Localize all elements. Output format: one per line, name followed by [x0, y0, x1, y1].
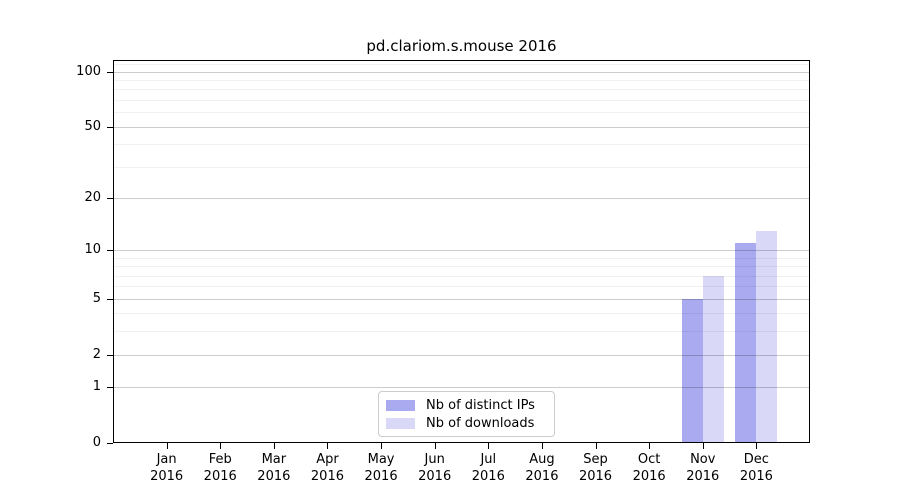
legend-item-distinct-ips: Nb of distinct IPs [386, 398, 546, 413]
y-tick [107, 198, 113, 199]
bar-distinct-ips-dec-2016 [735, 243, 757, 443]
x-tick-label: Sep 2016 [578, 452, 613, 484]
y-tick [107, 443, 113, 444]
y-tick-label: 0 [92, 435, 101, 450]
gridline-minor [113, 166, 810, 168]
y-tick [107, 250, 113, 252]
y-tick [107, 71, 113, 73]
x-tick-label: Jan 2016 [150, 452, 184, 484]
y-tick-label: 2 [92, 346, 101, 362]
x-tick-label: Aug 2016 [525, 452, 559, 484]
gridline-minor [113, 331, 810, 333]
x-tick [488, 443, 490, 449]
gridline-major [113, 126, 810, 128]
gridline-minor [113, 266, 810, 268]
x-tick-label: Jul 2016 [471, 452, 505, 484]
x-tick [649, 443, 651, 449]
y-tick [107, 354, 113, 356]
legend-label-distinct-ips: Nb of distinct IPs [426, 397, 535, 413]
gridline-major [113, 387, 810, 389]
legend: Nb of distinct IPs Nb of downloads [378, 391, 555, 437]
x-tick [166, 443, 168, 449]
gridline-minor [113, 89, 810, 91]
gridline-minor [113, 144, 810, 146]
gridline-minor [113, 112, 810, 114]
x-tick [702, 443, 704, 449]
chart-title: pd.clariom.s.mouse 2016 [366, 37, 557, 55]
y-tick [107, 126, 113, 128]
x-tick-label: Mar 2016 [257, 452, 291, 484]
x-tick-label: Nov 2016 [686, 452, 720, 484]
gridline-major [113, 354, 810, 356]
x-tick [273, 443, 275, 449]
x-tick-label: May 2016 [364, 452, 398, 484]
x-tick [756, 443, 758, 449]
bar-downloads-nov-2016 [702, 275, 724, 443]
y-tick-label: 20 [84, 190, 101, 205]
legend-swatch-distinct-ips [386, 399, 415, 411]
legend-swatch-downloads [386, 417, 415, 429]
gridline-minor [113, 64, 810, 66]
y-tick [107, 298, 113, 300]
x-tick-label: Feb 2016 [203, 452, 237, 484]
legend-item-downloads: Nb of downloads [386, 416, 546, 431]
x-tick-label: Apr 2016 [310, 452, 344, 484]
y-tick-label: 1 [92, 379, 101, 395]
x-tick [381, 443, 383, 449]
plot-area [113, 60, 810, 443]
x-tick-label: Oct 2016 [632, 452, 666, 484]
x-tick [220, 443, 222, 449]
y-tick-label: 5 [92, 290, 101, 306]
x-tick-label: Dec 2016 [739, 452, 773, 484]
bar-downloads-dec-2016 [756, 230, 778, 443]
x-tick [541, 443, 543, 449]
y-tick [107, 387, 113, 389]
gridline-minor [113, 275, 810, 277]
gridline-minor [113, 80, 810, 82]
gridline-major [113, 198, 810, 199]
x-tick [595, 443, 597, 449]
x-tick [434, 443, 436, 449]
bar-distinct-ips-nov-2016 [681, 298, 703, 443]
y-tick-label: 50 [84, 118, 101, 134]
x-tick [327, 443, 329, 449]
y-tick-label: 10 [84, 242, 101, 258]
gridline-minor [113, 313, 810, 315]
gridline-minor [113, 99, 810, 101]
legend-label-downloads: Nb of downloads [426, 415, 535, 431]
gridline-major [113, 71, 810, 73]
gridline-minor [113, 286, 810, 288]
y-tick-label: 100 [76, 63, 101, 79]
gridline-major [113, 250, 810, 252]
gridline-minor [113, 257, 810, 259]
x-tick-label: Jun 2016 [418, 452, 452, 484]
gridline-major [113, 298, 810, 300]
